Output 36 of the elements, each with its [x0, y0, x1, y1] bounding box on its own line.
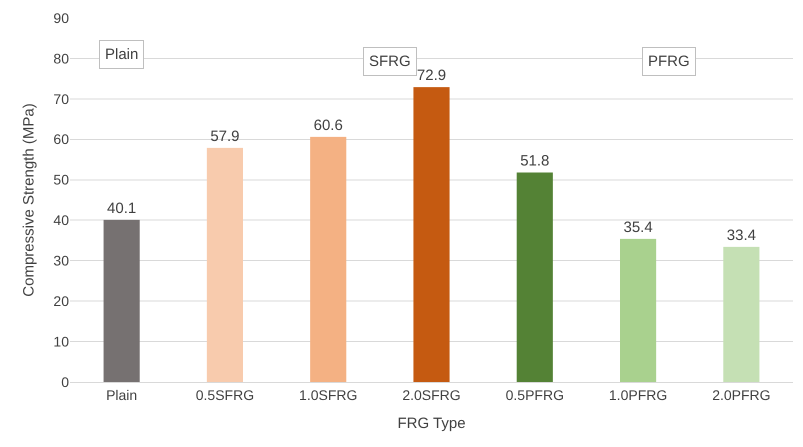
y-tick-label: 80	[53, 50, 70, 66]
x-tick-label: 0.5SFRG	[196, 386, 254, 403]
x-tick-label: 1.0SFRG	[299, 386, 358, 403]
y-tick-label: 70	[53, 90, 70, 107]
data-label: 33.4	[726, 226, 756, 244]
y-tick-label: 30	[53, 252, 70, 269]
x-axis-title: FRG Type	[397, 414, 466, 432]
bar	[104, 220, 140, 382]
y-tick-label: 0	[61, 374, 70, 390]
data-label: 57.9	[210, 128, 240, 145]
data-label: 35.4	[623, 218, 653, 236]
x-tick-label: Plain	[106, 386, 138, 403]
bar	[206, 148, 243, 382]
x-tick-label: 1.0PFRG	[608, 386, 668, 403]
y-tick-label: 40	[53, 212, 70, 228]
bar	[516, 172, 553, 382]
data-label: 40.1	[107, 200, 136, 217]
annotation: Plain	[105, 46, 138, 63]
data-label: 60.6	[314, 116, 343, 134]
bar	[620, 238, 656, 382]
x-tick-label: 0.5PFRG	[506, 386, 564, 403]
bar	[413, 87, 450, 382]
y-tick-label: 50	[53, 172, 70, 188]
data-label: 72.9	[416, 67, 446, 84]
annotation: SFRG	[369, 53, 411, 70]
x-tick-label: 2.0SFRG	[402, 386, 461, 403]
data-label: 51.8	[520, 152, 550, 170]
y-tick-label: 90	[53, 10, 70, 26]
bar	[310, 136, 346, 382]
y-tick-label: 10	[53, 333, 70, 350]
y-tick-label: 20	[53, 293, 70, 310]
x-tick-label: 2.0PFRG	[712, 386, 771, 403]
annotation: PFRG	[648, 53, 690, 70]
bar	[723, 246, 760, 382]
y-axis-title: Compressive Strength (MPa)	[20, 103, 38, 297]
y-tick-label: 60	[53, 131, 70, 148]
